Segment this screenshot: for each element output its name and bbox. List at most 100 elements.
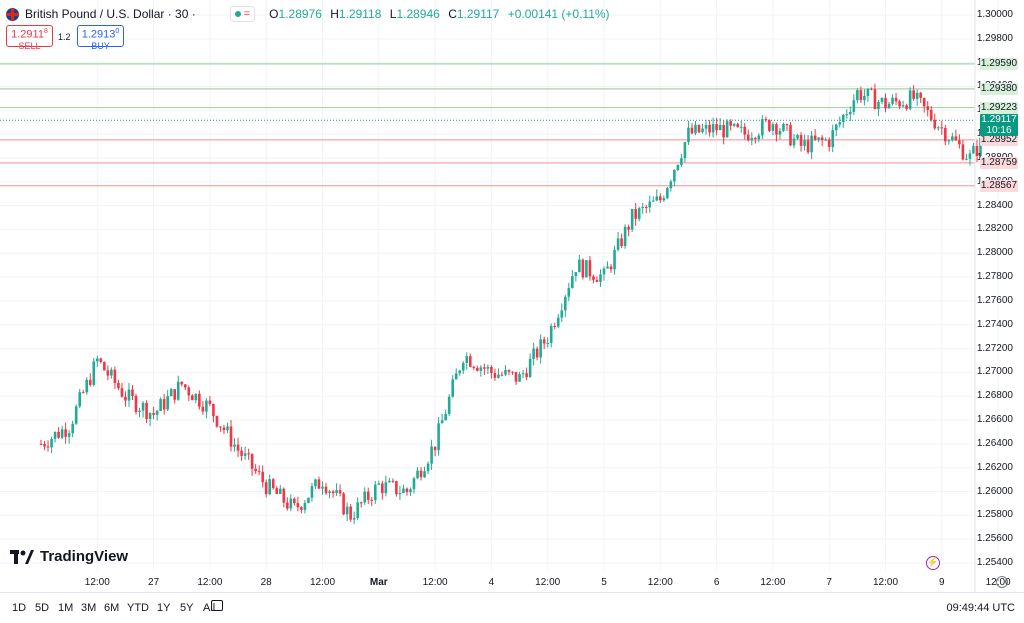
bearish-candle (592, 276, 595, 280)
timeframe-button-ytd[interactable]: YTD (127, 602, 149, 614)
bullish-candle (384, 482, 388, 494)
bullish-candle (345, 506, 349, 515)
bearish-candle (131, 389, 134, 396)
price-level-label: 1.28952 (980, 133, 1018, 146)
bullish-candle (725, 121, 729, 138)
bearish-candle (975, 146, 979, 157)
bearish-candle (483, 367, 486, 369)
bullish-candle (310, 486, 314, 498)
bullish-candle (901, 105, 905, 107)
bullish-candle (849, 111, 852, 115)
price-axis-label: 1.25400 (976, 557, 1013, 568)
bullish-candle (824, 139, 827, 141)
bearish-candle (261, 471, 264, 483)
bullish-candle (669, 181, 673, 189)
bearish-candle (43, 444, 46, 447)
bearish-candle (754, 138, 757, 140)
change-value: +0.00141 (+0.11%) (507, 7, 610, 21)
bearish-candle (64, 429, 67, 437)
close-label: C (448, 7, 457, 21)
timeframe-button-5d[interactable]: 5D (35, 602, 50, 614)
time-axis-label: 27 (148, 577, 160, 588)
bullish-candle (863, 95, 866, 101)
time-axis-label: 28 (260, 577, 272, 588)
ohlc-readout: O1.28976 H1.29118 L1.28946 C1.29117 +0.0… (269, 7, 614, 21)
time-axis-label: 5 (601, 577, 607, 588)
price-level-label: 1.29223 (980, 101, 1018, 114)
bullish-candle (416, 470, 419, 479)
price-axis-label: 1.28200 (976, 223, 1013, 235)
low-value: 1.28946 (396, 7, 440, 21)
bullish-candle (74, 406, 78, 424)
price-axis-label: 1.30000 (976, 9, 1013, 20)
market-status-group[interactable]: = (229, 6, 256, 22)
price-axis-label: 1.27600 (976, 294, 1013, 306)
bearish-candle (46, 446, 50, 448)
bearish-candle (124, 396, 127, 401)
low-label: L (389, 7, 397, 21)
bearish-candle (381, 483, 384, 494)
timeframe-button-6m[interactable]: 6M (104, 602, 120, 614)
bullish-candle (936, 127, 940, 129)
bearish-candle (919, 92, 922, 98)
bearish-candle (191, 395, 194, 401)
bullish-candle (571, 276, 574, 288)
tradingview-logo[interactable]: TradingView (10, 548, 128, 565)
bearish-candle (162, 399, 166, 410)
bearish-candle (785, 124, 789, 126)
bearish-candle (349, 506, 352, 520)
bullish-candle (497, 374, 500, 378)
timeframe-button-3m[interactable]: 3M (81, 602, 97, 614)
buy-button[interactable]: 1.29130 BUY (77, 25, 124, 51)
calendar-icon[interactable] (211, 600, 223, 611)
bullish-candle (159, 399, 162, 411)
bearish-candle (894, 97, 898, 102)
bullish-candle (148, 412, 152, 420)
gear-icon[interactable] (996, 576, 1008, 588)
bullish-candle (641, 206, 645, 209)
bearish-candle (468, 356, 472, 367)
gb-us-flag-icon (6, 7, 19, 21)
buy-label: BUY (91, 40, 110, 51)
bearish-candle (940, 127, 944, 129)
bullish-candle (437, 423, 440, 451)
timeframe-button-1d[interactable]: 1D (12, 602, 27, 614)
bullish-candle (877, 101, 880, 110)
bearish-candle (81, 392, 85, 394)
bullish-candle (363, 491, 367, 503)
timeframe-button-all[interactable]: All (203, 602, 216, 614)
bearish-candle (88, 379, 92, 385)
flash-icon[interactable]: ⚡ (926, 556, 940, 570)
bullish-candle (616, 238, 620, 250)
bearish-candle (873, 89, 877, 110)
spread-value: 1.2 (58, 32, 71, 42)
bearish-candle (152, 412, 155, 415)
bullish-candle (50, 438, 53, 448)
open-label: O (269, 7, 279, 21)
sell-button[interactable]: 1.29118 SELL (6, 25, 53, 51)
bearish-candle (257, 471, 261, 473)
bearish-candle (472, 366, 476, 369)
timeframe-button-1y[interactable]: 1Y (157, 602, 171, 614)
bullish-candle (205, 400, 208, 412)
bearish-candle (229, 426, 233, 447)
bearish-candle (187, 387, 191, 396)
bullish-candle (778, 130, 782, 135)
bullish-candle (782, 124, 785, 131)
price-level-label: 1.28759 (980, 156, 1018, 169)
bearish-candle (746, 134, 750, 141)
bearish-candle (595, 279, 599, 282)
bullish-candle (486, 366, 490, 369)
symbol-title[interactable]: British Pound / U.S. Dollar · 30 · (25, 7, 196, 21)
bearish-candle (247, 453, 250, 455)
utc-clock[interactable]: 09:49:44 UTC (946, 602, 1015, 614)
timeframe-button-1m[interactable]: 1M (58, 602, 74, 614)
bearish-candle (317, 479, 321, 489)
time-axis-label: 12:00 (872, 577, 899, 588)
sell-label: SELL (18, 40, 41, 51)
price-axis-label: 1.27000 (976, 366, 1013, 378)
bearish-candle (525, 373, 528, 378)
timeframe-button-5y[interactable]: 5Y (180, 602, 194, 614)
bullish-candle (585, 260, 588, 278)
